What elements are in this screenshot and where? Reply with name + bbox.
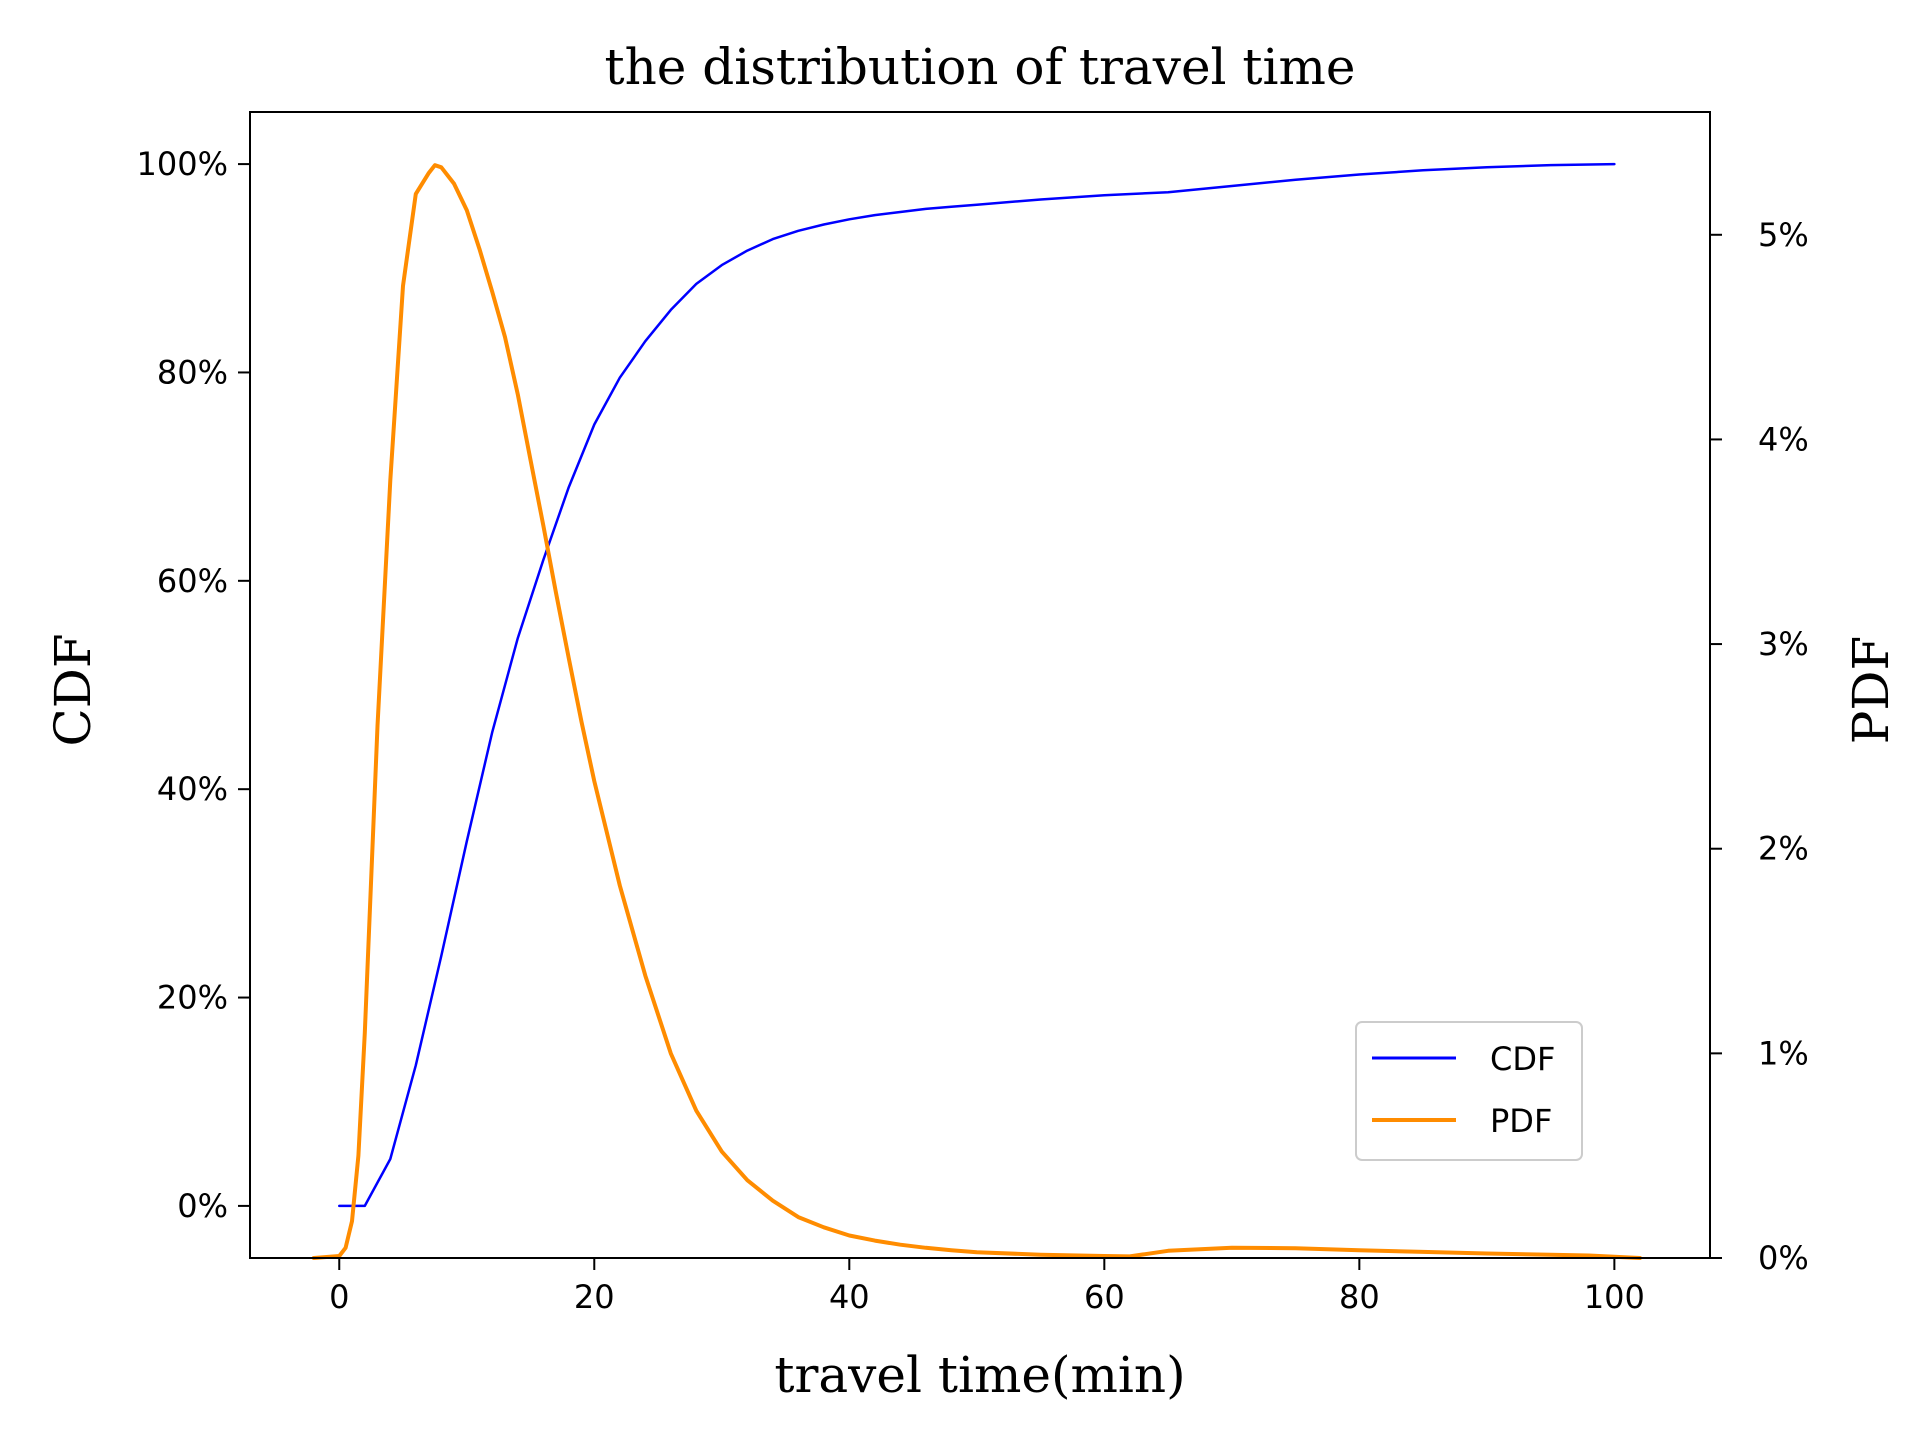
legend-cdf-label: CDF [1490,1040,1555,1078]
plot-frame [249,111,1711,1259]
y-left-axis-label: CDF [44,633,102,746]
legend-pdf-label: PDF [1490,1102,1552,1140]
y-right-tick-label: 4% [1758,420,1809,458]
x-tick-label: 0 [329,1278,349,1316]
series-line-cdf [338,162,1616,1208]
x-tick-label: 80 [1339,1278,1380,1316]
y-left-tick-label: 80% [157,353,228,391]
y-left-tick-label: 60% [157,562,228,600]
y-right-tick-label: 5% [1758,216,1809,254]
y-right-tick-label: 1% [1758,1034,1809,1072]
y-right-tick-label: 0% [1758,1239,1809,1277]
x-tick-label: 100 [1584,1278,1645,1316]
series-line-pdf [311,163,1642,1260]
y-right-tick-label: 2% [1758,830,1809,868]
legend: CDF PDF [1355,1021,1583,1161]
x-axis-ticks: 0 20 40 60 80 100 [329,1258,1645,1316]
chart-title: the distribution of travel time [604,38,1355,96]
x-tick-label: 20 [574,1278,615,1316]
x-tick-label: 60 [1084,1278,1125,1316]
y-left-tick-label: 40% [157,770,228,808]
y-left-axis-ticks: 0% 20% 40% 60% 80% 100% [137,145,250,1225]
y-left-tick-label: 20% [157,979,228,1017]
y-right-tick-label: 3% [1758,625,1809,663]
y-right-axis-ticks: 0% 1% 2% 3% 4% 5% [1710,216,1809,1277]
x-tick-label: 40 [829,1278,870,1316]
y-left-tick-label: 0% [177,1187,228,1225]
y-right-axis-label: PDF [1842,636,1900,744]
x-axis-label: travel time(min) [774,1346,1185,1404]
y-left-tick-label: 100% [137,145,228,183]
series-layer [311,162,1642,1260]
